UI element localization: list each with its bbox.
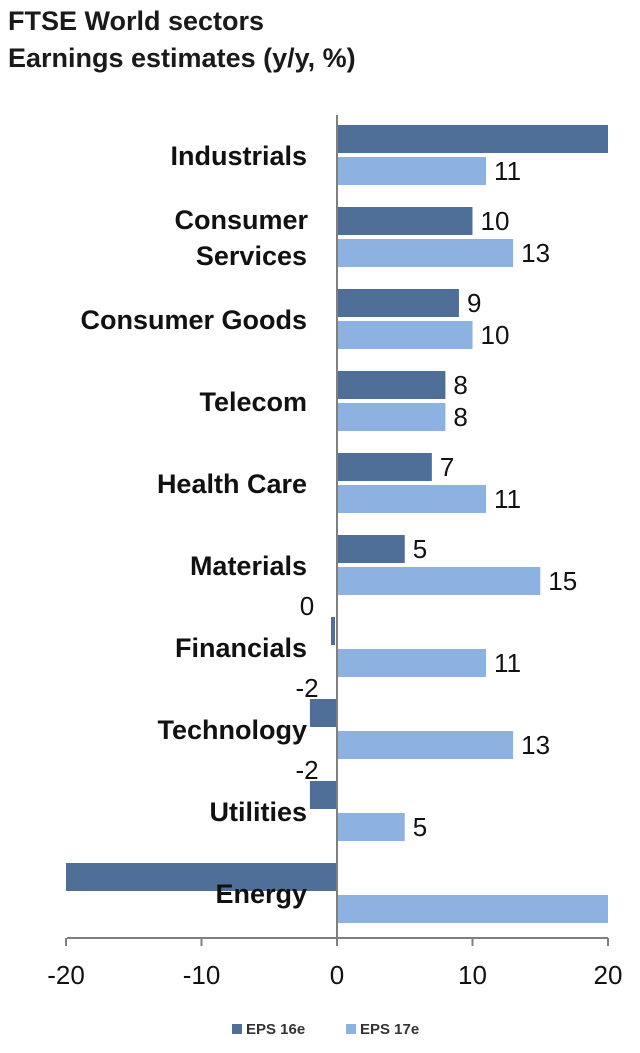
data-label-eps-17e-telecom: 8: [453, 402, 467, 432]
data-label-eps-16e-consumer-services: 10: [481, 206, 510, 236]
category-label-utilities: Utilities: [209, 797, 307, 827]
bar-eps-16e-telecom: [337, 371, 446, 399]
bar-eps-17e-health-care: [337, 485, 487, 513]
category-label-telecom: Telecom: [199, 387, 307, 417]
bar-eps-17e-consumer-services: [337, 239, 514, 267]
data-label-eps-17e-financials: 11: [494, 648, 521, 678]
legend-swatch-eps-16e: [232, 1024, 242, 1034]
x-tick-label: 20: [594, 960, 623, 990]
bar-eps-17e-materials: [337, 567, 541, 595]
x-tick-label: 0: [330, 960, 344, 990]
data-label-eps-17e-materials: 15: [548, 566, 577, 596]
legend-swatch-eps-17e: [346, 1024, 356, 1034]
legend-label-eps-17e: EPS 17e: [360, 1021, 419, 1038]
bar-eps-17e-telecom: [337, 403, 446, 431]
data-label-eps-16e-health-care: 7: [440, 452, 454, 482]
category-label-consumer-services-line1: Consumer: [174, 205, 308, 235]
bar-eps-16e-consumer-services: [337, 207, 473, 235]
category-label-health-care: Health Care: [157, 469, 307, 499]
data-label-eps-17e-consumer-services: 13: [521, 238, 550, 268]
legend-label-eps-16e: EPS 16e: [246, 1021, 305, 1038]
bar-eps-17e-utilities: [337, 813, 405, 841]
bar-eps-16e-industrials: [337, 125, 608, 153]
category-label-energy: Energy: [215, 879, 307, 909]
category-label-materials: Materials: [190, 551, 307, 581]
chart-title: FTSE World sectors: [8, 6, 265, 36]
bar-eps-17e-industrials: [337, 157, 487, 185]
bar-eps-16e-health-care: [337, 453, 432, 481]
x-tick-label: -10: [183, 960, 221, 990]
data-label-eps-16e-utilities: -2: [295, 755, 318, 785]
x-tick-label: 10: [458, 960, 487, 990]
data-label-eps-16e-financials: 0: [300, 591, 314, 621]
data-label-eps-16e-technology: -2: [295, 673, 318, 703]
bar-eps-16e-technology: [309, 699, 337, 727]
bar-eps-16e-consumer-goods: [337, 289, 459, 317]
bar-eps-17e-financials: [337, 649, 487, 677]
bar-eps-16e-financials: [331, 617, 335, 645]
category-label-financials: Financials: [175, 633, 307, 663]
bar-eps-16e-materials: [337, 535, 405, 563]
bar-eps-17e-consumer-goods: [337, 321, 473, 349]
bar-eps-16e-energy: [66, 863, 337, 891]
data-label-eps-16e-consumer-goods: 9: [467, 288, 481, 318]
category-label-industrials: Industrials: [170, 141, 307, 171]
bar-eps-17e-technology: [337, 731, 514, 759]
x-tick-label: -20: [47, 960, 85, 990]
data-label-eps-16e-materials: 5: [413, 534, 427, 564]
category-label-technology: Technology: [157, 715, 307, 745]
bar-eps-16e-utilities: [309, 781, 337, 809]
data-label-eps-17e-health-care: 11: [494, 484, 521, 514]
category-label-consumer-services-line2: Services: [196, 241, 307, 271]
bar-eps-17e-energy: [337, 895, 608, 923]
data-label-eps-17e-utilities: 5: [413, 812, 427, 842]
chart-subtitle: Earnings estimates (y/y, %): [8, 43, 356, 73]
data-label-eps-17e-technology: 13: [521, 730, 550, 760]
data-label-eps-17e-consumer-goods: 10: [481, 320, 510, 350]
category-label-consumer-goods: Consumer Goods: [80, 305, 307, 335]
data-label-eps-17e-industrials: 11: [494, 156, 521, 186]
data-label-eps-16e-telecom: 8: [453, 370, 467, 400]
